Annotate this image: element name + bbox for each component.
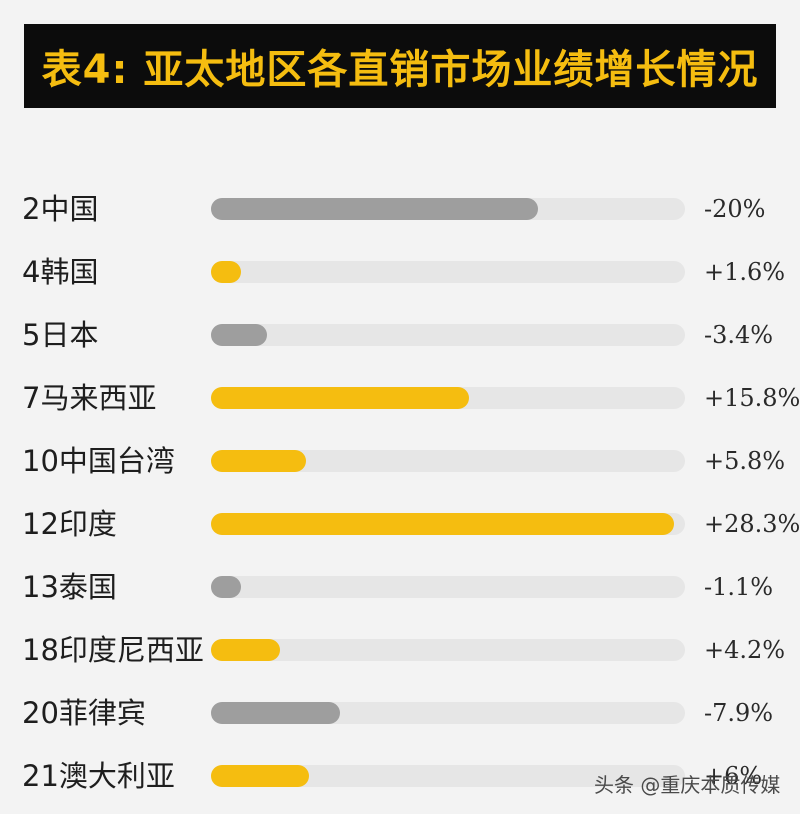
bar — [211, 198, 538, 220]
bar-track — [211, 261, 685, 283]
bar-track — [211, 324, 685, 346]
bar-row: 10中国台湾 +5.8% — [0, 430, 800, 492]
value-label: +15.8% — [704, 384, 800, 412]
title-bar: 表4: 亚太地区各直销市场业绩增长情况 — [24, 24, 776, 108]
bar-row: 21澳大利亚 +6% — [0, 745, 800, 807]
bar-row: 2中国 -20% — [0, 178, 800, 240]
bar-track — [211, 639, 685, 661]
value-label: -7.9% — [704, 699, 774, 727]
bar — [211, 576, 241, 598]
bar — [211, 450, 306, 472]
bar-track — [211, 576, 685, 598]
category-label: 13泰国 — [22, 570, 117, 604]
bar-row: 4韩国 +1.6% — [0, 241, 800, 303]
bar-row: 5日本 -3.4% — [0, 304, 800, 366]
value-label: -1.1% — [704, 573, 774, 601]
chart-title: 表4: 亚太地区各直销市场业绩增长情况 — [41, 47, 759, 93]
bar-row: 7马来西亚 +15.8% — [0, 367, 800, 429]
category-label: 2中国 — [22, 192, 99, 226]
value-label: +6% — [704, 762, 763, 790]
category-label: 20菲律宾 — [22, 696, 146, 730]
bar-row: 18印度尼西亚 +4.2% — [0, 619, 800, 681]
bar — [211, 702, 341, 724]
category-label: 18印度尼西亚 — [22, 633, 204, 667]
watermark: 头条 @重庆本质传媒 — [594, 773, 781, 797]
category-label: 4韩国 — [22, 255, 99, 289]
bar — [211, 387, 470, 409]
category-label: 10中国台湾 — [22, 444, 175, 478]
value-label: +4.2% — [704, 636, 786, 664]
category-label: 12印度 — [22, 507, 117, 541]
bar — [211, 261, 241, 283]
category-label: 5日本 — [22, 318, 99, 352]
bar-track — [211, 450, 685, 472]
bar-row: 13泰国 -1.1% — [0, 556, 800, 618]
bar — [211, 513, 674, 535]
value-label: -20% — [704, 195, 766, 223]
bar — [211, 765, 310, 787]
value-label: +1.6% — [704, 258, 786, 286]
category-label: 21澳大利亚 — [22, 759, 175, 793]
value-label: +28.3% — [704, 510, 800, 538]
bar-row: 20菲律宾 -7.9% — [0, 682, 800, 744]
bar — [211, 324, 267, 346]
value-label: +5.8% — [704, 447, 786, 475]
bar-row: 12印度 +28.3% — [0, 493, 800, 555]
value-label: -3.4% — [704, 321, 774, 349]
bar-track — [211, 765, 685, 787]
bar — [211, 639, 280, 661]
category-label: 7马来西亚 — [22, 381, 157, 415]
